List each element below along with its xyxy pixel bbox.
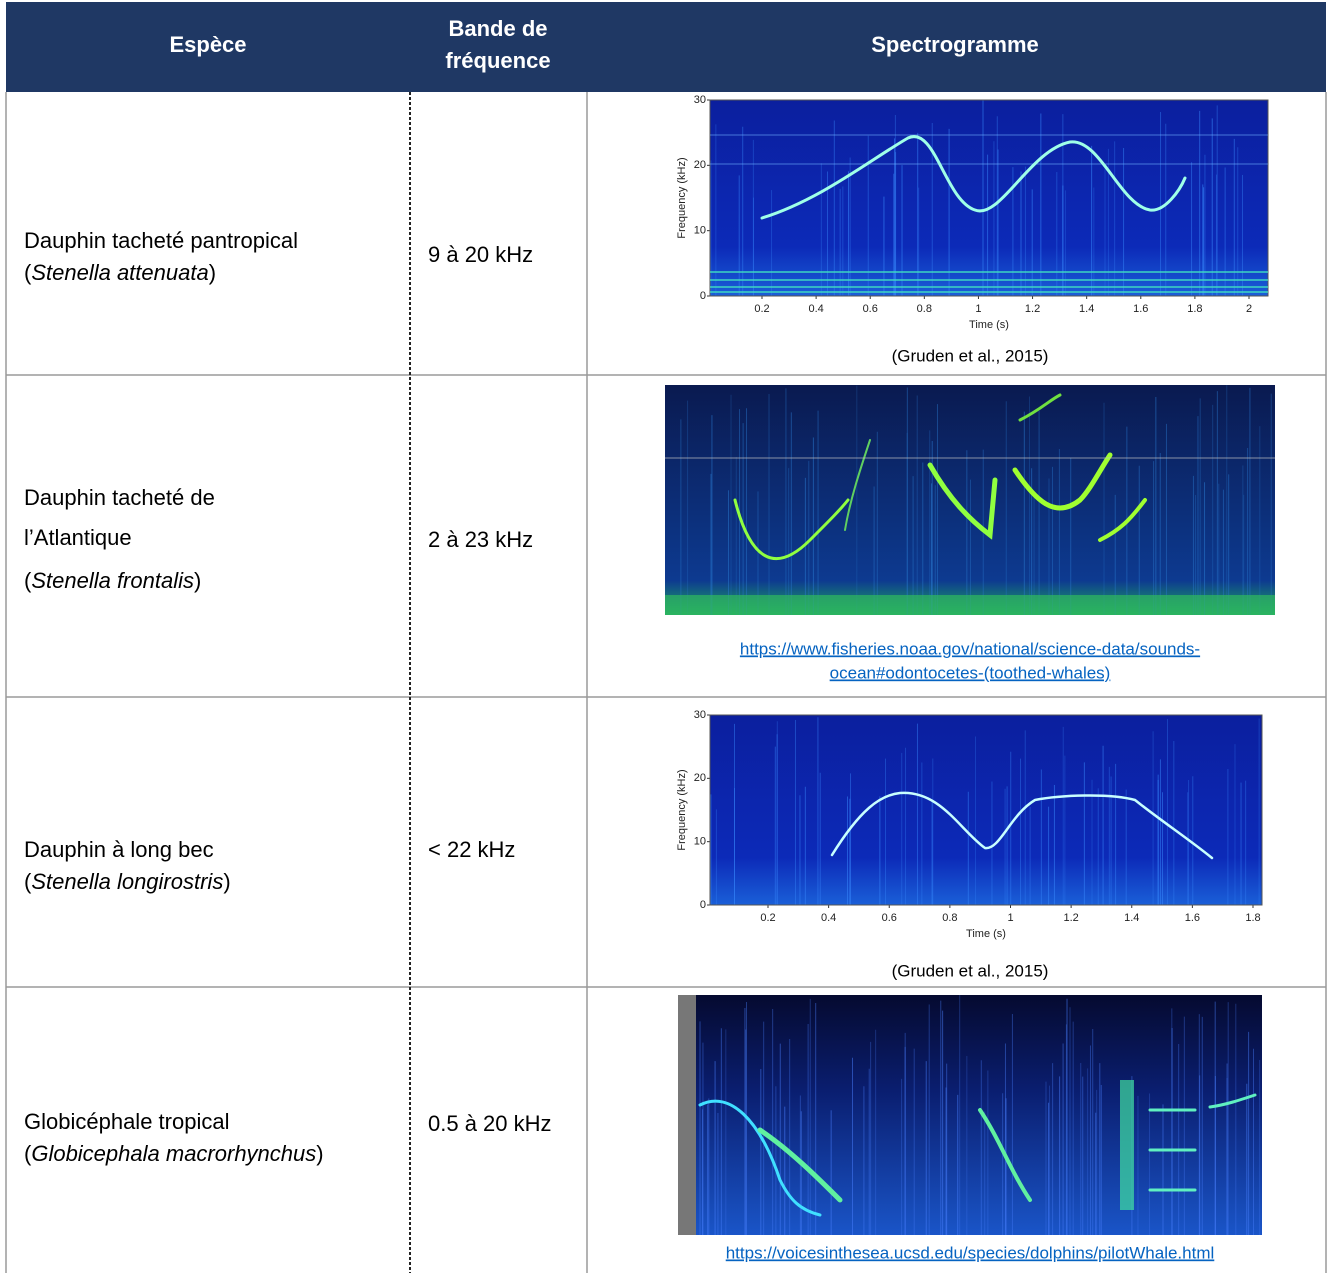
frequency-band: 2 à 23 kHz: [428, 527, 533, 552]
latin-name: Stenella frontalis: [31, 568, 194, 593]
x-axis-label: Time (s): [966, 928, 1006, 940]
x-tick-label: 0.4: [808, 303, 823, 315]
y-tick-label: 30: [694, 709, 706, 721]
x-tick-label: 0.6: [863, 303, 878, 315]
paren: ): [209, 260, 216, 285]
header-cell: Espèce: [169, 32, 246, 57]
x-tick-label: 0.2: [760, 912, 775, 924]
spectrogram: [678, 995, 1262, 1235]
scale-strip: [678, 995, 696, 1235]
x-tick-label: 1.8: [1187, 303, 1202, 315]
species-name: Dauphin tacheté pantropical: [24, 228, 298, 253]
y-axis-label: Frequency (kHz): [676, 157, 688, 238]
spectrogram: [665, 385, 1275, 615]
source: (Gruden et al., 2015): [892, 346, 1049, 365]
x-axis-label: Time (s): [969, 319, 1009, 331]
species-latin: (Globicephala macrorhynchus): [24, 1141, 324, 1166]
latin-name: Globicephala macrorhynchus: [31, 1141, 316, 1166]
frequency-band: 0.5 à 20 kHz: [428, 1111, 552, 1136]
frequency-band: 9 à 20 kHz: [428, 242, 533, 267]
source-link[interactable]: https://www.fisheries.noaa.gov/national/…: [740, 639, 1200, 658]
species-latin: (Stenella longirostris): [24, 869, 231, 894]
x-tick-label: 1: [975, 303, 981, 315]
x-tick-label: 1.4: [1124, 912, 1139, 924]
header-cell: Spectrogramme: [871, 32, 1039, 57]
x-tick-label: 1.2: [1063, 912, 1078, 924]
x-tick-label: 1.4: [1079, 303, 1094, 315]
x-tick-label: 1.8: [1245, 912, 1260, 924]
species-name: Dauphin à long bec: [24, 837, 214, 862]
y-tick-label: 20: [694, 772, 706, 784]
y-tick-label: 0: [700, 290, 706, 302]
header-cell: fréquence: [445, 48, 550, 73]
page: Espèce Bande de fréquence Spectrogramme …: [0, 0, 1333, 1273]
frequency-band: < 22 kHz: [428, 837, 515, 862]
source: (Gruden et al., 2015): [892, 961, 1049, 980]
source-link[interactable]: https://voicesinthesea.ucsd.edu/species/…: [726, 1243, 1215, 1262]
streak: [1120, 1080, 1134, 1210]
species-latin: (Stenella frontalis): [24, 568, 201, 593]
species-name: Dauphin tacheté de: [24, 485, 215, 510]
y-tick-label: 10: [694, 225, 706, 237]
y-axis-label: Frequency (kHz): [676, 769, 688, 850]
x-tick-label: 0.4: [821, 912, 836, 924]
x-tick-label: 1.6: [1133, 303, 1148, 315]
y-tick-label: 0: [700, 899, 706, 911]
x-tick-label: 0.8: [917, 303, 932, 315]
y-tick-label: 20: [694, 159, 706, 171]
header-cell: Bande de: [448, 16, 547, 41]
y-tick-label: 30: [694, 94, 706, 106]
x-tick-label: 0.8: [942, 912, 957, 924]
y-tick-label: 10: [694, 836, 706, 848]
species-latin: (Stenella attenuata): [24, 260, 216, 285]
paren: ): [194, 568, 201, 593]
x-tick-label: 1.2: [1025, 303, 1040, 315]
species-name: l’Atlantique: [24, 525, 132, 550]
floor: [665, 595, 1275, 615]
paren: ): [316, 1141, 323, 1166]
latin-name: Stenella attenuata: [31, 260, 208, 285]
source-link[interactable]: ocean#odontocetes-(toothed-whales): [830, 663, 1111, 682]
latin-name: Stenella longirostris: [31, 869, 223, 894]
x-tick-label: 0.6: [882, 912, 897, 924]
x-tick-label: 2: [1246, 303, 1252, 315]
spectrogram: [710, 715, 1262, 905]
x-tick-label: 1.6: [1185, 912, 1200, 924]
paren: ): [223, 869, 230, 894]
spectrogram: [710, 100, 1268, 296]
x-tick-label: 0.2: [754, 303, 769, 315]
x-tick-label: 1: [1007, 912, 1013, 924]
species-name: Globicéphale tropical: [24, 1109, 229, 1134]
